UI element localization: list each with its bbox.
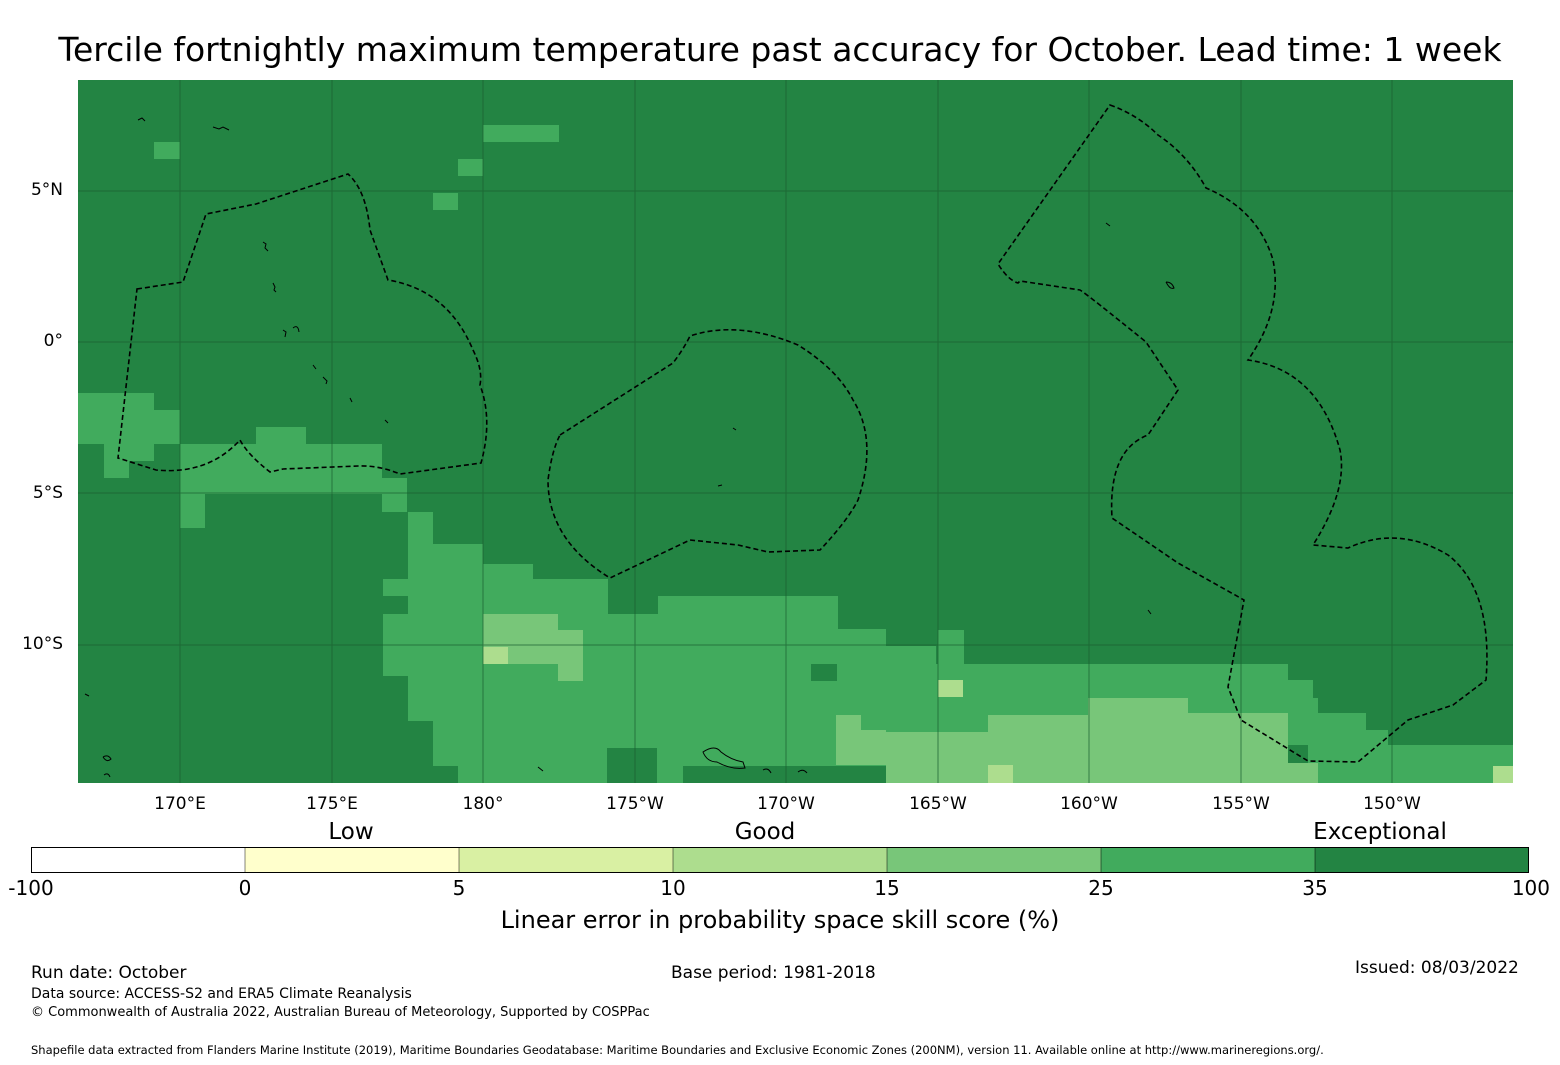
- legend-category-low: Low: [328, 819, 374, 845]
- coastlines: [84, 117, 1175, 778]
- colorbar-segment-10-15: [673, 847, 887, 873]
- graticule: [78, 80, 1513, 783]
- colorbar-segment-5-10: [459, 847, 673, 873]
- lon-label-175e: 175°E: [306, 794, 358, 814]
- colorbar-segment-35-100: [1315, 847, 1529, 873]
- lon-label-155w: 155°W: [1212, 794, 1270, 814]
- lat-label-0: 0°: [43, 331, 63, 351]
- issued-date: Issued: 08/03/2022: [1355, 958, 1519, 978]
- skill-region-10-15: [483, 647, 1513, 783]
- run-date: Run date: October: [31, 963, 187, 983]
- lat-label-5s: 5°S: [32, 483, 63, 503]
- colorbar-tick-5: 5: [452, 876, 466, 900]
- colorbar-segment-25-35: [1101, 847, 1315, 873]
- lon-label-150w: 150°W: [1363, 794, 1421, 814]
- lat-label-5n: 5°N: [30, 180, 63, 200]
- eez-kiribati-line: [997, 104, 1488, 763]
- lon-label-160w: 160°W: [1060, 794, 1118, 814]
- colorbar-tick-10: 10: [660, 876, 686, 900]
- colorbar-segment-0-5: [245, 847, 459, 873]
- map-title: Tercile fortnightly maximum temperature …: [58, 30, 1502, 69]
- colorbar-segment-15-25: [887, 847, 1101, 873]
- lon-label-165w: 165°W: [909, 794, 967, 814]
- lon-label-175w: 175°W: [606, 794, 664, 814]
- colorbar-tick-25: 25: [1088, 876, 1114, 900]
- colorbar-tick-35: 35: [1302, 876, 1328, 900]
- legend-category-good: Good: [734, 819, 796, 845]
- colorbar-outline: [31, 847, 1529, 873]
- eez-kiribati-gilbert: [117, 173, 488, 475]
- samoa-coast: [702, 747, 746, 769]
- colorbar-label: Linear error in probability space skill …: [500, 906, 1060, 934]
- colorbar-tick--100: -100: [8, 876, 54, 900]
- lon-label-170e: 170°E: [154, 794, 206, 814]
- colorbar-tick-0: 0: [238, 876, 252, 900]
- lat-label-10s: 10°S: [22, 634, 63, 654]
- colorbar-segment-below-0: [31, 847, 245, 873]
- lon-label-180: 180°: [462, 794, 504, 814]
- eez-boundaries: [117, 104, 1488, 763]
- colorbar-tick-15: 15: [874, 876, 900, 900]
- skill-score-map: [78, 80, 1513, 783]
- lon-label-170w: 170°W: [757, 794, 815, 814]
- skill-region-15-25: [483, 614, 1318, 783]
- data-source: Data source: ACCESS-S2 and ERA5 Climate …: [31, 986, 412, 1002]
- base-period: Base period: 1981-2018: [671, 963, 876, 983]
- colorbar: [31, 847, 1529, 873]
- legend-category-exceptional: Exceptional: [1313, 819, 1447, 845]
- copyright: © Commonwealth of Australia 2022, Austra…: [31, 1005, 650, 1020]
- colorbar-tick-100: 100: [1511, 876, 1550, 900]
- shapefile-credit: Shapefile data extracted from Flanders M…: [31, 1043, 1324, 1057]
- eez-tokelau: [547, 328, 868, 579]
